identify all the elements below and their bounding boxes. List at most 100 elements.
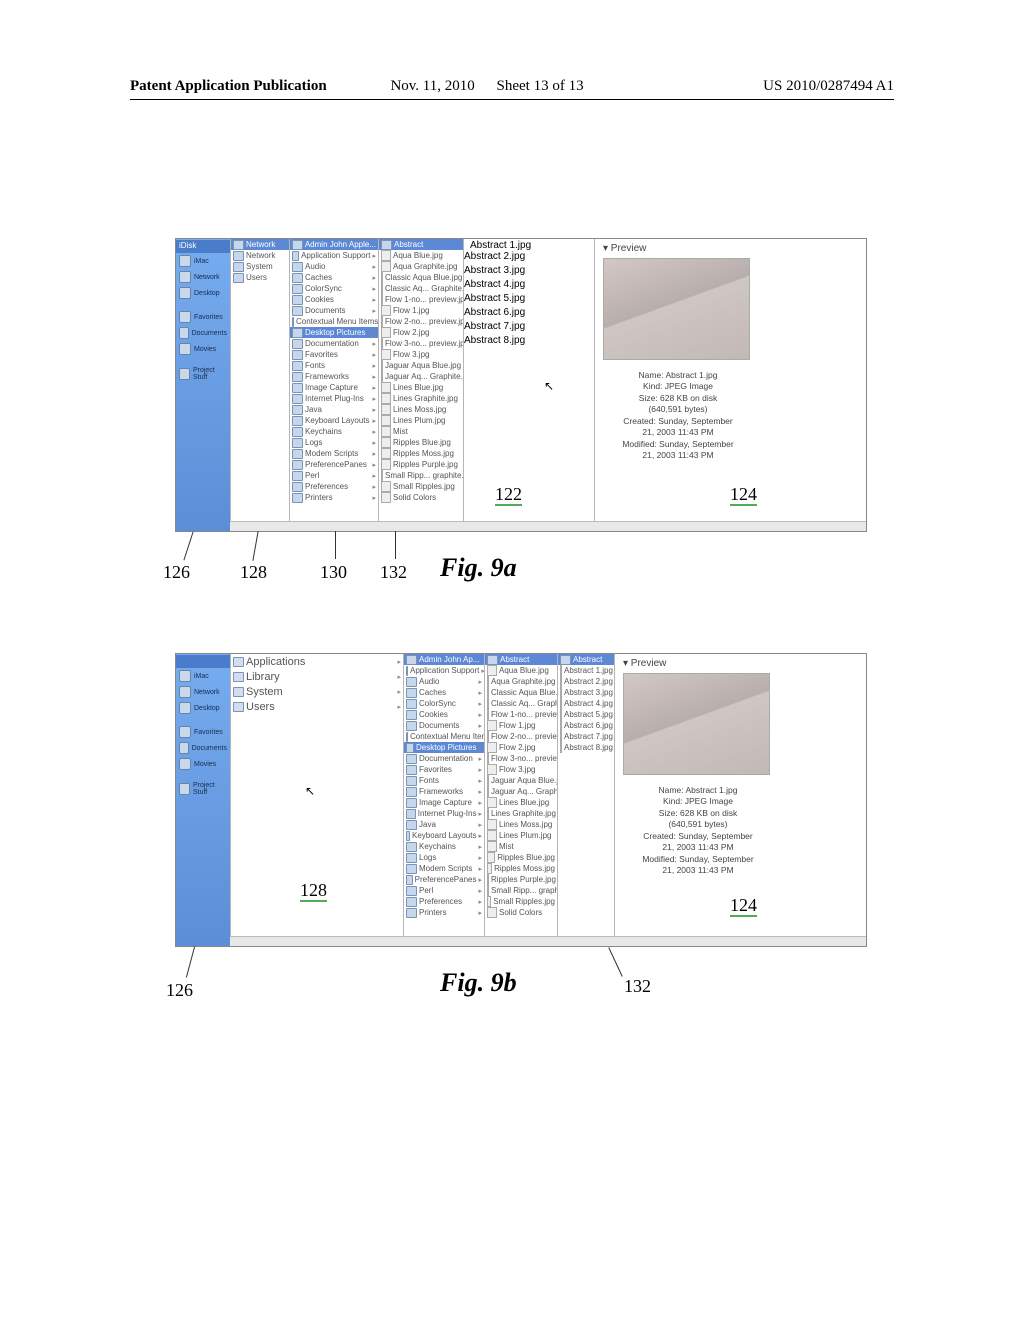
list-item[interactable]: Lines Moss.jpg (379, 404, 463, 415)
list-item[interactable]: Ripples Moss.jpg (485, 863, 557, 874)
list-item[interactable]: Logs▸ (404, 852, 484, 863)
list-item[interactable]: Contextual Menu Items▸ (290, 316, 378, 327)
list-item[interactable]: Flow 2.jpg (485, 742, 557, 753)
sidebar-item[interactable]: Desktop (176, 700, 230, 716)
list-item[interactable]: Caches▸ (404, 687, 484, 698)
col1-header[interactable]: Network (231, 239, 289, 250)
list-item[interactable]: Jaguar Aqua Blue.jpg (485, 775, 557, 786)
sidebar-item[interactable]: Network (176, 269, 230, 285)
list-item[interactable]: Perl▸ (404, 885, 484, 896)
list-item[interactable]: Abstract 8.jpg (558, 742, 614, 753)
list-item[interactable]: Audio▸ (404, 676, 484, 687)
sidebar-item[interactable]: Documents (176, 325, 230, 341)
list-item[interactable]: Abstract 5.jpg (464, 293, 594, 307)
list-item[interactable]: Modem Scripts▸ (404, 863, 484, 874)
list-item[interactable]: Small Ripp... graphite.jpg (485, 885, 557, 896)
list-item[interactable]: Abstract 7.jpg (558, 731, 614, 742)
list-item[interactable]: Image Capture▸ (290, 382, 378, 393)
list-item[interactable]: Classic Aq... Graphite.jpg (379, 283, 463, 294)
col3-header[interactable]: Abstract (485, 654, 557, 665)
list-item[interactable]: Perl▸ (290, 470, 378, 481)
list-item[interactable]: Java▸ (404, 819, 484, 830)
list-item[interactable]: Lines Graphite.jpg (379, 393, 463, 404)
list-item[interactable]: Abstract 2.jpg (558, 676, 614, 687)
sidebar-item[interactable]: Project Stuff (176, 780, 230, 798)
list-item[interactable]: Solid Colors (379, 492, 463, 503)
list-item[interactable]: Modem Scripts▸ (290, 448, 378, 459)
list-item[interactable]: Applications▸ (231, 654, 403, 669)
list-item[interactable]: Lines Moss.jpg (485, 819, 557, 830)
list-item[interactable]: Solid Colors (485, 907, 557, 918)
list-item[interactable]: Flow 1.jpg (379, 305, 463, 316)
list-item[interactable]: Logs▸ (290, 437, 378, 448)
list-item[interactable]: Documents▸ (290, 305, 378, 316)
sidebar-item[interactable]: Movies (176, 756, 230, 772)
list-item[interactable]: Abstract 8.jpg (464, 335, 594, 349)
list-item[interactable]: Printers▸ (290, 492, 378, 503)
sidebar-item[interactable]: Favorites (176, 724, 230, 740)
list-item[interactable]: Frameworks▸ (290, 371, 378, 382)
list-item[interactable]: Abstract 1.jpg (558, 665, 614, 676)
list-item[interactable]: Abstract 5.jpg (558, 709, 614, 720)
list-item[interactable]: Classic Aqua Blue.jpg (379, 272, 463, 283)
list-item[interactable]: Audio▸ (290, 261, 378, 272)
list-item[interactable]: Flow 3-no... preview.jpg (485, 753, 557, 764)
list-item[interactable]: Aqua Graphite.jpg (485, 676, 557, 687)
sidebar-item[interactable]: Network (176, 684, 230, 700)
list-item[interactable]: Aqua Blue.jpg (485, 665, 557, 676)
list-item[interactable]: Abstract 6.jpg (464, 307, 594, 321)
list-item[interactable]: Abstract 3.jpg (464, 265, 594, 279)
list-item[interactable]: Lines Blue.jpg (379, 382, 463, 393)
list-item[interactable]: Favorites▸ (290, 349, 378, 360)
list-item[interactable]: Lines Blue.jpg (485, 797, 557, 808)
list-item[interactable]: Small Ripples.jpg (485, 896, 557, 907)
list-item[interactable]: Application Support▸ (290, 250, 378, 261)
list-item[interactable]: Desktop Pictures▸ (290, 327, 378, 338)
list-item[interactable]: Lines Plum.jpg (485, 830, 557, 841)
sidebar-item[interactable]: iMac (176, 253, 230, 269)
list-item[interactable]: Internet Plug-Ins▸ (404, 808, 484, 819)
list-item[interactable]: Lines Graphite.jpg (485, 808, 557, 819)
list-item[interactable]: Abstract 7.jpg (464, 321, 594, 335)
list-item[interactable]: Preferences▸ (404, 896, 484, 907)
list-item[interactable]: Jaguar Aqua Blue.jpg (379, 360, 463, 371)
list-item[interactable]: Fonts▸ (290, 360, 378, 371)
list-item[interactable]: Mist (485, 841, 557, 852)
list-item[interactable]: Lines Plum.jpg (379, 415, 463, 426)
list-item[interactable]: Abstract 4.jpg (464, 279, 594, 293)
list-item[interactable]: Ripples Blue.jpg (379, 437, 463, 448)
list-item[interactable]: Classic Aq... Graphite.jpg (485, 698, 557, 709)
list-item[interactable]: Flow 1-no... preview.jpg (379, 294, 463, 305)
list-item[interactable]: Keyboard Layouts▸ (290, 415, 378, 426)
list-item[interactable]: Abstract 2.jpg (464, 251, 594, 265)
list-item[interactable]: Abstract 3.jpg (558, 687, 614, 698)
list-item[interactable]: Flow 2-no... preview.jpg (379, 316, 463, 327)
list-item[interactable]: Documentation▸ (404, 753, 484, 764)
list-item[interactable]: PreferencePanes▸ (290, 459, 378, 470)
list-item[interactable]: Image Capture▸ (404, 797, 484, 808)
sidebar-item[interactable]: iMac (176, 668, 230, 684)
list-item[interactable]: Application Support▸ (404, 665, 484, 676)
list-item[interactable]: Aqua Blue.jpg (379, 250, 463, 261)
list-item[interactable]: Flow 3-no... preview.jpg (379, 338, 463, 349)
list-item[interactable]: Jaguar Aq... Graphite.jpg (485, 786, 557, 797)
list-item[interactable]: Caches▸ (290, 272, 378, 283)
list-item[interactable]: Contextual Menu Items▸ (404, 731, 484, 742)
list-item[interactable]: Library▸ (231, 669, 403, 684)
list-item[interactable]: Users▸ (231, 699, 403, 714)
sidebar-item[interactable]: Project Stuff (176, 365, 230, 383)
list-item[interactable]: Ripples Blue.jpg (485, 852, 557, 863)
list-item[interactable]: Documentation▸ (290, 338, 378, 349)
list-item[interactable]: ColorSync▸ (290, 283, 378, 294)
list-item[interactable]: Flow 1-no... preview.jpg (485, 709, 557, 720)
list-item[interactable]: Frameworks▸ (404, 786, 484, 797)
list-item[interactable]: Cookies▸ (404, 709, 484, 720)
list-item[interactable]: Abstract 4.jpg (558, 698, 614, 709)
col3-header[interactable]: Abstract (379, 239, 463, 250)
list-item[interactable]: Keychains▸ (290, 426, 378, 437)
list-item[interactable]: Desktop Pictures▸ (404, 742, 484, 753)
horizontal-scrollbar[interactable] (230, 521, 866, 531)
list-item[interactable]: Documents▸ (404, 720, 484, 731)
list-item[interactable]: Flow 2-no... preview.jpg (485, 731, 557, 742)
list-item[interactable]: Jaguar Aq... Graphite.jpg (379, 371, 463, 382)
